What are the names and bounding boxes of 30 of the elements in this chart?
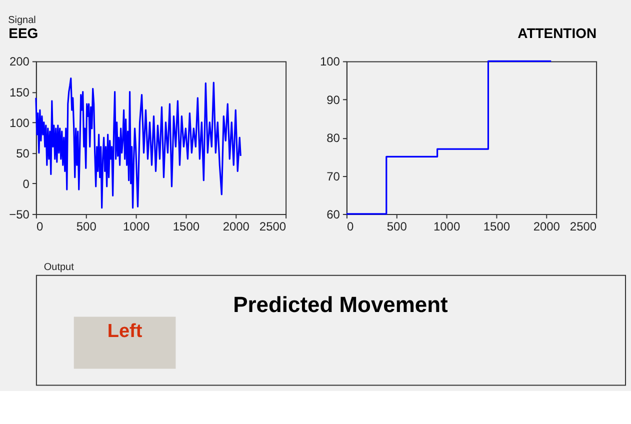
x-tick-label: 2000 (533, 219, 560, 234)
x-tick-label: 500 (76, 219, 97, 234)
y-tick-label: 90 (326, 92, 340, 107)
y-tick-label: 50 (16, 146, 30, 160)
text: Signal (8, 14, 36, 26)
y-tick-label: 0 (22, 176, 30, 191)
x-tick-label: 1000 (122, 219, 150, 234)
line-series (35, 78, 242, 209)
x-tick-label: 500 (386, 219, 408, 234)
x-tick-label: 1500 (483, 219, 510, 234)
x-tick-label: 2000 (222, 219, 250, 234)
y-tick-label: 70 (326, 169, 340, 184)
x-tick-label: 0 (36, 219, 44, 234)
y-tick-label: 100 (320, 54, 340, 69)
y-tick-label: 60 (326, 207, 340, 222)
x-tick-label: 2500 (259, 219, 286, 234)
x-tick-label: 2500 (570, 219, 597, 234)
text: Predicted Movement (233, 292, 448, 317)
x-tick-label: 0 (346, 219, 354, 234)
text: Output (44, 262, 74, 273)
y-tick-label: −50 (9, 207, 30, 222)
y-tick-label: 150 (9, 85, 30, 100)
chart-title: ATTENTION (518, 25, 597, 42)
chart-title: EEG (8, 25, 38, 42)
y-tick-label: 100 (9, 116, 30, 130)
x-tick-label: 1500 (172, 219, 200, 234)
x-tick-label: 1000 (433, 219, 460, 234)
text: Left (107, 320, 143, 342)
y-tick-label: 80 (326, 131, 340, 146)
y-tick-label: 200 (9, 54, 30, 69)
